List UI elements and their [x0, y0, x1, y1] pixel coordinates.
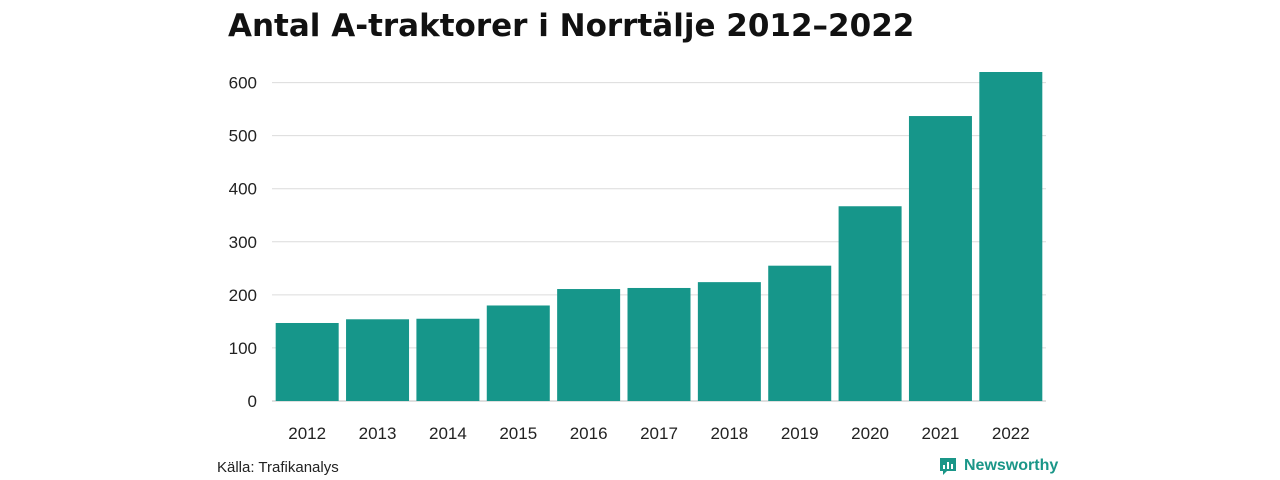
- x-tick-label: 2022: [992, 424, 1030, 443]
- x-tick-label: 2015: [499, 424, 537, 443]
- bar-2012: [275, 322, 339, 401]
- bar-2015: [486, 305, 550, 401]
- x-tick-label: 2017: [640, 424, 678, 443]
- bars: [275, 72, 1043, 401]
- x-tick-label: 2018: [710, 424, 748, 443]
- bar-2022: [979, 72, 1043, 401]
- bar-2020: [838, 206, 902, 401]
- bar-2014: [416, 318, 480, 401]
- y-tick-label: 600: [229, 74, 257, 93]
- x-tick-label: 2013: [359, 424, 397, 443]
- y-tick-label: 0: [248, 392, 257, 411]
- x-tick-label: 2019: [781, 424, 819, 443]
- brand: Newsworthy: [938, 456, 1058, 476]
- bar-2017: [627, 287, 691, 401]
- bar-2021: [908, 116, 972, 401]
- x-tick-label: 2020: [851, 424, 889, 443]
- bar-2018: [697, 282, 761, 401]
- bar-2016: [557, 289, 621, 401]
- bar-2019: [768, 265, 832, 401]
- newsworthy-logo-icon: [940, 458, 956, 475]
- y-tick-label: 500: [229, 127, 257, 146]
- bar-2013: [346, 319, 410, 401]
- x-tick-label: 2016: [570, 424, 608, 443]
- x-tick-label: 2021: [922, 424, 960, 443]
- chart-title: Antal A-traktorer i Norrtälje 2012–2022: [228, 8, 915, 44]
- brand-name: Newsworthy: [964, 457, 1059, 474]
- x-axis: 2012 2013 2014 2015 2016 2017 2018 2019 2020 2021…: [288, 424, 1029, 443]
- x-tick-label: 2012: [288, 424, 326, 443]
- y-tick-label: 400: [229, 180, 257, 199]
- y-tick-label: 200: [229, 286, 257, 305]
- x-tick-label: 2014: [429, 424, 467, 443]
- y-tick-label: 100: [229, 339, 257, 358]
- y-axis: 0 100 200 300 400 500 600: [229, 74, 257, 411]
- y-tick-label: 300: [229, 233, 257, 252]
- source-note: Källa: Trafikanalys: [217, 459, 339, 476]
